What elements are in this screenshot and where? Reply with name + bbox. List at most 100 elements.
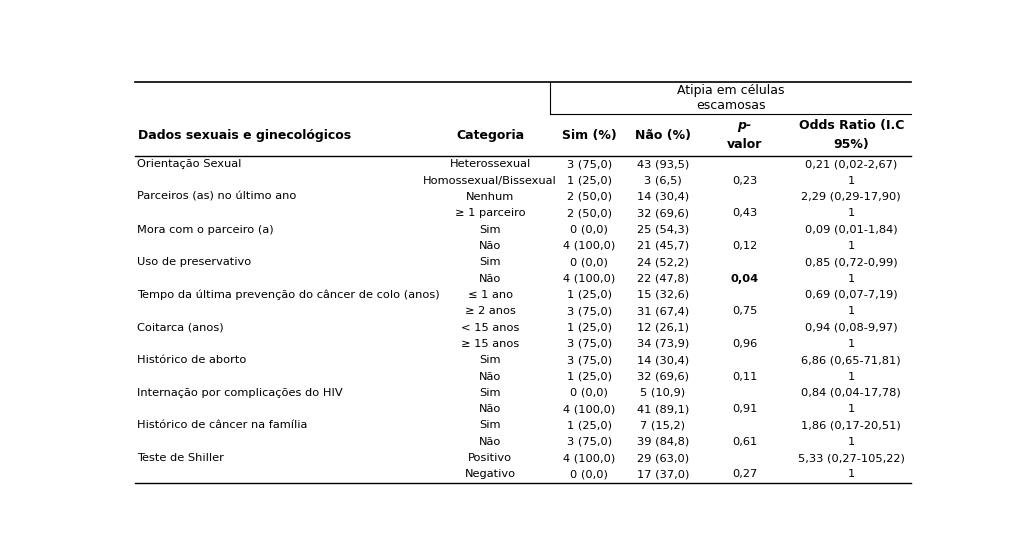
Text: 17 (37,0): 17 (37,0) (637, 469, 690, 480)
Text: 4 (100,0): 4 (100,0) (563, 404, 615, 414)
Text: 32 (69,6): 32 (69,6) (637, 208, 689, 218)
Text: Categoria: Categoria (457, 129, 524, 142)
Text: Odds Ratio (I.C: Odds Ratio (I.C (798, 119, 904, 132)
Text: ≤ 1 ano: ≤ 1 ano (468, 290, 513, 300)
Text: 31 (67,4): 31 (67,4) (637, 306, 689, 316)
Text: 1: 1 (847, 176, 855, 185)
Text: 0 (0,0): 0 (0,0) (571, 388, 608, 398)
Text: Negativo: Negativo (465, 469, 516, 480)
Text: Teste de Shiller: Teste de Shiller (137, 453, 224, 463)
Text: 3 (75,0): 3 (75,0) (566, 159, 612, 170)
Text: 41 (89,1): 41 (89,1) (637, 404, 690, 414)
Text: 0,61: 0,61 (732, 437, 757, 447)
Text: Não: Não (479, 274, 501, 283)
Text: 1,86 (0,17-20,51): 1,86 (0,17-20,51) (801, 421, 901, 430)
Text: 6,86 (0,65-71,81): 6,86 (0,65-71,81) (801, 355, 901, 365)
Text: 4 (100,0): 4 (100,0) (563, 274, 615, 283)
Text: 5,33 (0,27-105,22): 5,33 (0,27-105,22) (797, 453, 905, 463)
Text: 0,94 (0,08-9,97): 0,94 (0,08-9,97) (804, 323, 898, 333)
Text: 0,09 (0,01-1,84): 0,09 (0,01-1,84) (804, 225, 898, 235)
Text: Sim (%): Sim (%) (561, 129, 616, 142)
Text: 1: 1 (847, 306, 855, 316)
Text: 0,85 (0,72-0,99): 0,85 (0,72-0,99) (804, 257, 898, 267)
Text: 32 (69,6): 32 (69,6) (637, 371, 689, 381)
Text: Parceiros (as) no último ano: Parceiros (as) no último ano (137, 192, 297, 202)
Text: 1: 1 (847, 274, 855, 283)
Text: Nenhum: Nenhum (466, 192, 515, 202)
Text: 12 (26,1): 12 (26,1) (637, 323, 689, 333)
Text: Coitarca (anos): Coitarca (anos) (137, 323, 224, 333)
Text: 0,12: 0,12 (732, 241, 757, 251)
Text: 2 (50,0): 2 (50,0) (566, 192, 611, 202)
Text: 22 (47,8): 22 (47,8) (637, 274, 689, 283)
Text: 0,23: 0,23 (732, 176, 757, 185)
Text: 0,04: 0,04 (730, 274, 759, 283)
Text: 0,21 (0,02-2,67): 0,21 (0,02-2,67) (805, 159, 897, 170)
Text: Sim: Sim (479, 421, 501, 430)
Text: 15 (32,6): 15 (32,6) (637, 290, 689, 300)
Text: 43 (93,5): 43 (93,5) (637, 159, 690, 170)
Text: 5 (10,9): 5 (10,9) (641, 388, 685, 398)
Text: 0,11: 0,11 (732, 371, 757, 381)
Text: Sim: Sim (479, 225, 501, 235)
Text: 1: 1 (847, 339, 855, 349)
Text: 3 (75,0): 3 (75,0) (566, 437, 612, 447)
Text: 1 (25,0): 1 (25,0) (566, 421, 611, 430)
Text: 14 (30,4): 14 (30,4) (637, 355, 689, 365)
Text: Mora com o parceiro (a): Mora com o parceiro (a) (137, 225, 274, 235)
Text: ≥ 1 parceiro: ≥ 1 parceiro (455, 208, 526, 218)
Text: 0,43: 0,43 (732, 208, 757, 218)
Text: Dados sexuais e ginecológicos: Dados sexuais e ginecológicos (138, 129, 351, 142)
Text: 0,96: 0,96 (732, 339, 757, 349)
Text: 0,27: 0,27 (732, 469, 757, 480)
Text: escamosas: escamosas (696, 100, 766, 112)
Text: 4 (100,0): 4 (100,0) (563, 453, 615, 463)
Text: valor: valor (727, 138, 762, 151)
Text: 0 (0,0): 0 (0,0) (571, 257, 608, 267)
Text: 0,69 (0,07-7,19): 0,69 (0,07-7,19) (804, 290, 898, 300)
Text: 29 (63,0): 29 (63,0) (637, 453, 689, 463)
Text: Não: Não (479, 437, 501, 447)
Text: 34 (73,9): 34 (73,9) (637, 339, 690, 349)
Text: 7 (15,2): 7 (15,2) (641, 421, 685, 430)
Text: 3 (75,0): 3 (75,0) (566, 355, 612, 365)
Text: 1: 1 (847, 208, 855, 218)
Text: 0,84 (0,04-17,78): 0,84 (0,04-17,78) (801, 388, 901, 398)
Text: Não: Não (479, 371, 501, 381)
Text: ≥ 2 anos: ≥ 2 anos (465, 306, 516, 316)
Text: 25 (54,3): 25 (54,3) (637, 225, 689, 235)
Text: Não: Não (479, 241, 501, 251)
Text: 1 (25,0): 1 (25,0) (566, 176, 611, 185)
Text: 3 (75,0): 3 (75,0) (566, 306, 612, 316)
Text: 2,29 (0,29-17,90): 2,29 (0,29-17,90) (801, 192, 901, 202)
Text: 0 (0,0): 0 (0,0) (571, 225, 608, 235)
Text: Tempo da última prevenção do câncer de colo (anos): Tempo da última prevenção do câncer de c… (137, 290, 440, 300)
Text: 1 (25,0): 1 (25,0) (566, 371, 611, 381)
Text: 1 (25,0): 1 (25,0) (566, 323, 611, 333)
Text: p-: p- (737, 119, 752, 132)
Text: 0 (0,0): 0 (0,0) (571, 469, 608, 480)
Text: Não (%): Não (%) (635, 129, 691, 142)
Text: 2 (50,0): 2 (50,0) (566, 208, 611, 218)
Text: Heterossexual: Heterossexual (450, 159, 531, 170)
Text: 1: 1 (847, 469, 855, 480)
Text: 1: 1 (847, 241, 855, 251)
Text: Não: Não (479, 404, 501, 414)
Text: 39 (84,8): 39 (84,8) (637, 437, 690, 447)
Text: 1: 1 (847, 371, 855, 381)
Text: 0,75: 0,75 (732, 306, 757, 316)
Text: 4 (100,0): 4 (100,0) (563, 241, 615, 251)
Text: Sim: Sim (479, 257, 501, 267)
Text: Positivo: Positivo (468, 453, 513, 463)
Text: ≥ 15 anos: ≥ 15 anos (461, 339, 520, 349)
Text: 21 (45,7): 21 (45,7) (637, 241, 689, 251)
Text: Internação por complicações do HIV: Internação por complicações do HIV (137, 388, 343, 398)
Text: Histórico de câncer na família: Histórico de câncer na família (137, 421, 308, 430)
Text: Atipia em células: Atipia em células (677, 84, 784, 97)
Text: 1 (25,0): 1 (25,0) (566, 290, 611, 300)
Text: 1: 1 (847, 404, 855, 414)
Text: Homossexual/Bissexual: Homossexual/Bissexual (423, 176, 557, 185)
Text: Sim: Sim (479, 388, 501, 398)
Text: 24 (52,2): 24 (52,2) (637, 257, 689, 267)
Text: 1: 1 (847, 437, 855, 447)
